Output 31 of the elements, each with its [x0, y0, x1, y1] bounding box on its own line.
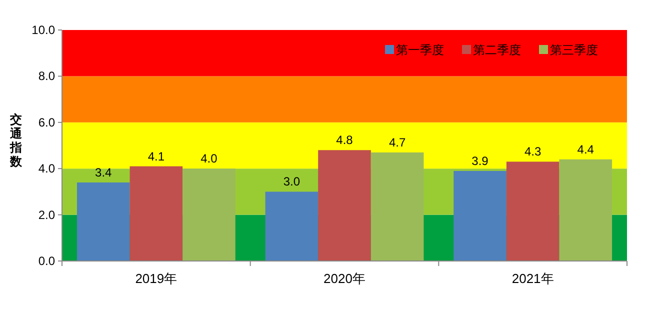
legend-label: 第一季度 — [396, 43, 444, 57]
legend-label: 第二季度 — [473, 43, 521, 57]
y-axis-title: 交通指数 — [9, 112, 23, 168]
data-label: 3.0 — [283, 174, 300, 189]
data-label: 4.4 — [577, 142, 594, 156]
data-label: 3.4 — [95, 165, 112, 180]
bar — [265, 192, 318, 261]
y-tick-label: 8.0 — [38, 69, 56, 84]
bar — [454, 170, 506, 261]
data-label: 4.7 — [388, 135, 406, 150]
y-tick-label: 0.0 — [38, 254, 56, 268]
data-label: 4.0 — [200, 152, 218, 166]
bar — [370, 152, 424, 261]
bar — [182, 168, 236, 261]
data-label: 4.3 — [524, 144, 542, 159]
x-tick-label: 2021年 — [512, 271, 554, 286]
x-tick-label: 2019年 — [135, 271, 178, 286]
data-label: 4.1 — [148, 149, 165, 164]
y-tick-label: 10.0 — [32, 23, 56, 37]
bar — [506, 162, 560, 261]
bar — [130, 166, 183, 261]
legend-label: 第三季度 — [550, 43, 598, 57]
bar — [76, 182, 130, 261]
y-tick-label: 6.0 — [38, 115, 56, 130]
x-tick-label: 2020年 — [324, 271, 366, 286]
data-label: 4.8 — [336, 133, 354, 148]
y-tick-label: 2.0 — [38, 208, 56, 222]
y-tick-label: 4.0 — [38, 162, 56, 176]
data-label: 3.9 — [472, 154, 489, 168]
bar — [559, 159, 612, 261]
bar — [318, 150, 371, 261]
